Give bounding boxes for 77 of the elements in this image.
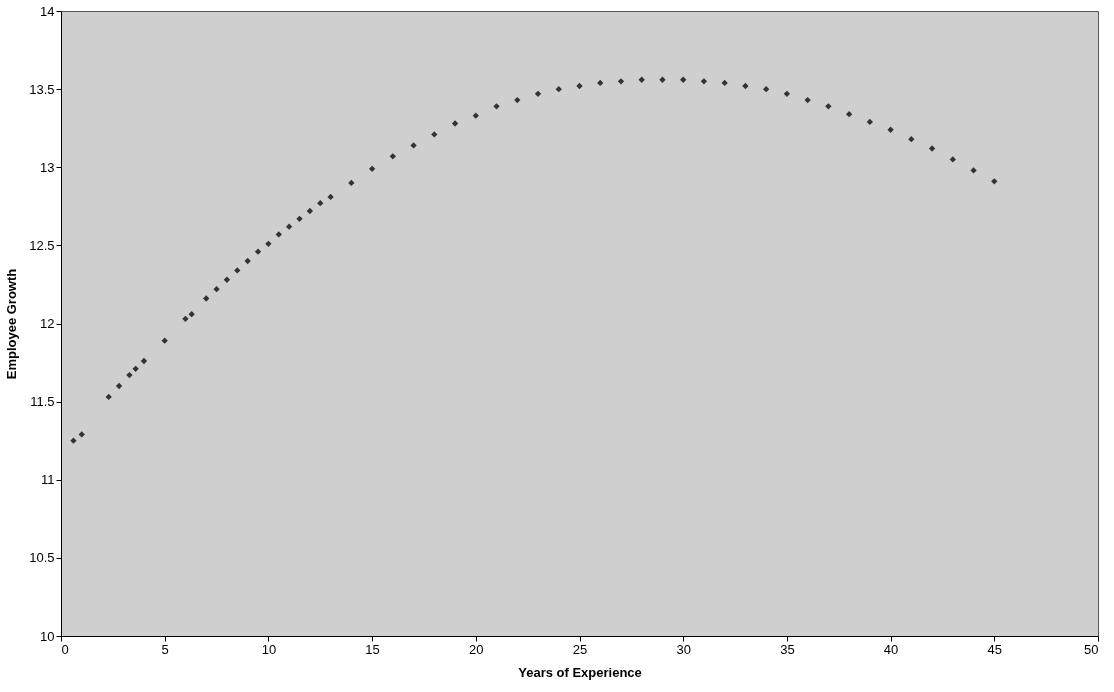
point [597, 79, 604, 87]
x-tick-label: 35 [780, 641, 795, 657]
point [161, 337, 168, 344]
point [638, 76, 645, 83]
point [306, 207, 314, 215]
point [451, 120, 459, 127]
point [825, 103, 832, 110]
x-axis-title: Years of Experience [518, 664, 642, 680]
point [659, 76, 666, 83]
point [887, 126, 894, 133]
point [213, 285, 220, 293]
point [254, 248, 262, 255]
point [132, 365, 139, 372]
x-tick-label: 20 [469, 641, 484, 657]
y-tick-label: 10.5 [29, 550, 55, 566]
point [203, 295, 210, 302]
point [389, 153, 396, 160]
point [431, 131, 438, 138]
point [223, 276, 231, 283]
point [327, 193, 334, 201]
point [970, 167, 977, 174]
point [296, 215, 303, 222]
point [493, 103, 500, 110]
point [317, 200, 324, 207]
point [576, 82, 583, 90]
point [105, 393, 112, 401]
point [348, 179, 355, 187]
point [126, 371, 133, 379]
y-tick-label: 13 [40, 159, 55, 175]
point [991, 178, 998, 185]
x-tick-label: 10 [261, 641, 277, 657]
y-tick-label: 10 [40, 628, 55, 644]
point [908, 135, 915, 143]
point [285, 223, 293, 230]
x-tick-label: 5 [161, 641, 169, 657]
y-tick-label: 12 [40, 316, 55, 331]
point [617, 78, 625, 85]
x-tick-label: 15 [365, 641, 380, 657]
y-tick-label: 14 [40, 3, 55, 19]
point [845, 110, 853, 118]
point [534, 90, 542, 97]
point [472, 112, 479, 119]
y-tick-label: 11.5 [30, 394, 55, 410]
point [78, 431, 85, 438]
y-tick-label: 12.5 [29, 237, 55, 253]
x-tick-label: 40 [883, 641, 899, 657]
point [140, 357, 148, 365]
point [804, 96, 811, 104]
point [555, 85, 562, 93]
point [275, 231, 282, 238]
point [700, 78, 708, 85]
point [514, 96, 521, 104]
x-tick-label: 45 [987, 641, 1003, 657]
point [265, 240, 272, 247]
point [368, 165, 376, 172]
point [721, 79, 728, 87]
point [949, 156, 956, 163]
point [410, 142, 417, 149]
point [70, 437, 77, 444]
point [763, 85, 770, 93]
point [928, 145, 936, 152]
y-tick-label: 13.5 [29, 81, 55, 97]
point [182, 315, 189, 322]
x-tick-label: 0 [61, 641, 69, 657]
point [742, 82, 749, 90]
point [783, 90, 791, 97]
point [188, 310, 195, 318]
point [680, 76, 687, 83]
point [115, 382, 123, 390]
y-tick-label: 11 [41, 472, 55, 488]
x-tick-label: 25 [572, 641, 588, 657]
point [234, 267, 241, 274]
point [244, 257, 251, 265]
x-tick-label: 30 [676, 641, 691, 657]
y-axis-title: Employee Growth [4, 268, 20, 380]
point [866, 118, 874, 126]
x-tick-label: 50 [1084, 641, 1099, 657]
